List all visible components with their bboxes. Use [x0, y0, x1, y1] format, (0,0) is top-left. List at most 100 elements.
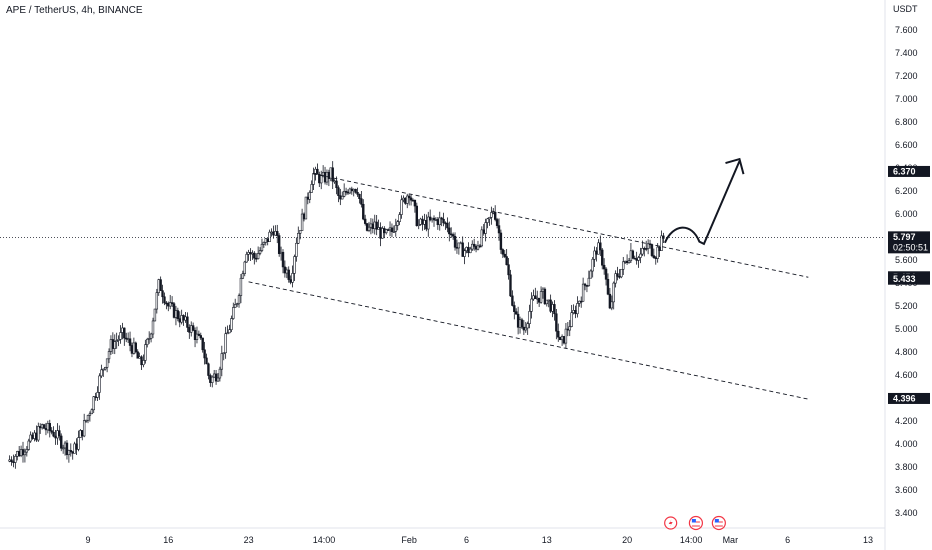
candle-body [155, 292, 159, 310]
candle-body [358, 193, 361, 199]
x-tick-label: 13 [863, 535, 873, 545]
candle-body [486, 218, 489, 223]
candle-body [459, 242, 462, 245]
candle-body [482, 229, 485, 234]
candle-body [507, 264, 510, 276]
candle-body [94, 396, 97, 398]
candle-body [245, 253, 248, 263]
candle-body [492, 211, 495, 214]
candle-body [8, 459, 11, 462]
candle-body [333, 180, 336, 183]
flag-canton-icon [714, 519, 719, 523]
candle-body [109, 339, 113, 352]
candle-body [549, 299, 552, 312]
y-axis-unit-label: USDT [893, 4, 918, 14]
candle-body [197, 333, 201, 336]
candle-body [450, 233, 453, 236]
candle-body [312, 173, 315, 185]
candle-body [614, 273, 617, 284]
candle-body [595, 250, 598, 255]
candle-body [547, 299, 550, 302]
candle-body [560, 336, 564, 341]
candle-body [184, 316, 187, 321]
candle-body [100, 369, 103, 377]
candle-body [199, 335, 202, 339]
candle-body [233, 304, 237, 308]
candle-body [153, 308, 157, 322]
candle-body [474, 246, 478, 250]
candle-body [570, 312, 573, 327]
candle-body [274, 231, 277, 236]
candle-body [149, 333, 153, 339]
candle-body [104, 367, 107, 370]
candle-body [50, 430, 53, 433]
candle-body [316, 168, 319, 175]
candle-body [604, 268, 608, 280]
candle-body [285, 269, 289, 274]
candle-body [480, 229, 484, 247]
candle-body [585, 285, 589, 287]
candle-body [142, 360, 145, 366]
y-tick-label: 4.000 [895, 439, 918, 449]
candle-body [42, 424, 46, 429]
candle-body [532, 295, 535, 300]
candle-body [568, 326, 571, 331]
candle-body [10, 459, 13, 463]
candle-body [253, 252, 256, 259]
price-tag-label: 6.370 [893, 166, 916, 176]
candle-body [385, 229, 388, 234]
candle-body [35, 432, 38, 441]
candle-body [56, 430, 59, 439]
candle-body [71, 451, 74, 454]
candle-body [501, 249, 505, 255]
candle-body [578, 300, 581, 304]
candle-body [293, 256, 296, 274]
candle-body [241, 273, 245, 279]
candle-body [119, 332, 122, 340]
projection-arrowhead [725, 157, 745, 175]
candle-body [643, 248, 646, 250]
candle-body [593, 250, 596, 260]
candle-body [400, 199, 403, 215]
price-tag-label: 5.797 [893, 232, 916, 242]
candle-body [276, 231, 279, 236]
candle-body [352, 188, 355, 192]
candle-body [170, 302, 174, 304]
x-tick-label: 20 [622, 535, 632, 545]
candle-body [337, 187, 340, 196]
candle-body [566, 328, 570, 331]
candle-body [639, 253, 642, 258]
candle-body [392, 231, 396, 233]
candle-body [190, 325, 193, 333]
x-tick-label: 14:00 [680, 535, 703, 545]
candle-body [69, 450, 72, 453]
candle-body [113, 341, 116, 349]
candle-body [451, 234, 455, 237]
x-tick-label: 6 [464, 535, 469, 545]
candle-body [25, 449, 29, 453]
candle-body [304, 196, 308, 220]
candle-body [344, 191, 348, 193]
y-tick-label: 6.200 [895, 186, 918, 196]
candle-body [21, 449, 25, 456]
candle-body [633, 257, 636, 260]
x-tick-label: 23 [244, 535, 254, 545]
candle-body [469, 248, 472, 254]
candle-body [417, 224, 420, 227]
candle-body [218, 368, 222, 379]
candle-body [258, 250, 262, 254]
candle-body [572, 310, 575, 313]
candle-body [419, 218, 422, 225]
candle-body [383, 228, 386, 234]
y-tick-label: 7.600 [895, 25, 918, 35]
candle-body [52, 431, 55, 437]
candle-body [239, 277, 243, 296]
candle-body [14, 456, 17, 463]
candle-body [31, 434, 34, 439]
y-tick-label: 7.200 [895, 71, 918, 81]
candle-body [33, 432, 36, 439]
candle-body [377, 227, 380, 230]
candle-body [277, 235, 281, 254]
x-tick-label: 6 [785, 535, 790, 545]
